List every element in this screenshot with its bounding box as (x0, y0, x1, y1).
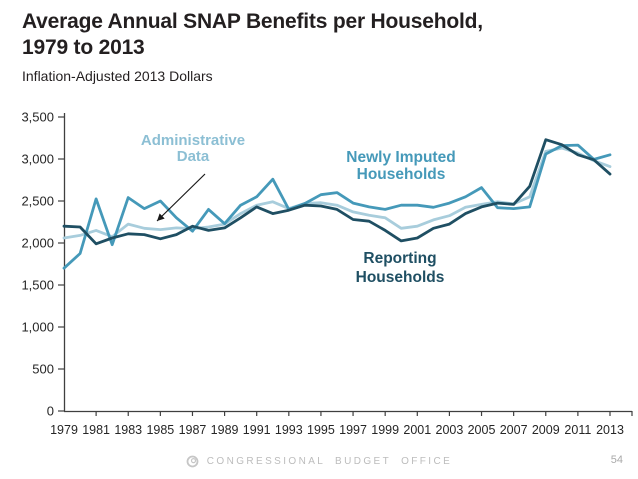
x-tick-label: 1999 (371, 423, 399, 437)
line-newly-imputed-households (62, 143, 612, 270)
administrative-data-arrow (156, 173, 206, 222)
y-tick-label: 0 (47, 404, 54, 419)
footer-org-name: CONGRESSIONAL BUDGET OFFICE (206, 456, 453, 467)
y-tick-label: 1,000 (21, 320, 54, 335)
x-tick-label: 1995 (307, 423, 335, 437)
page-title: Average Annual SNAP Benefits per Househo… (22, 9, 483, 61)
x-tick-label: 1991 (243, 423, 271, 437)
x-tick-label: 2003 (436, 423, 464, 437)
x-tick-label: 2001 (403, 423, 431, 437)
footer: CONGRESSIONAL BUDGET OFFICE (0, 455, 638, 468)
x-tick-label: 1983 (114, 423, 142, 437)
line-reporting-households (62, 138, 612, 246)
title-line-2: 1979 to 2013 (22, 36, 145, 59)
y-tick-label: 500 (32, 362, 54, 377)
x-tick-label: 2013 (596, 423, 624, 437)
x-tick-label: 1979 (50, 423, 78, 437)
title-line-1: Average Annual SNAP Benefits per Househo… (22, 10, 483, 33)
chart-subtitle: Inflation-Adjusted 2013 Dollars (22, 68, 213, 84)
y-tick-label: 2,500 (21, 194, 54, 209)
series-label-reporting-households: Reporting Households (355, 250, 445, 286)
line-administrative-data (62, 146, 612, 240)
x-tick-label: 1993 (275, 423, 303, 437)
cbo-logo-icon (186, 455, 199, 468)
x-tick-label: 1997 (339, 423, 367, 437)
y-tick-label: 1,500 (21, 278, 54, 293)
x-tick-label: 1987 (179, 423, 207, 437)
y-tick-label: 2,000 (21, 236, 54, 251)
y-tick-label: 3,500 (21, 110, 54, 125)
x-tick-label: 1985 (146, 423, 174, 437)
x-tick-label: 1989 (211, 423, 239, 437)
x-tick-label: 2009 (532, 423, 560, 437)
x-tick-label: 2007 (500, 423, 528, 437)
page-number: 54 (610, 454, 623, 466)
x-tick-label: 2011 (564, 423, 591, 437)
x-tick-label: 2005 (468, 423, 496, 437)
x-tick-label: 1981 (82, 423, 110, 437)
series-label-administrative-data: Administrative Data (140, 132, 246, 165)
y-tick-label: 3,000 (21, 152, 54, 167)
series-label-newly-imputed-households: Newly Imputed Households (346, 149, 456, 183)
